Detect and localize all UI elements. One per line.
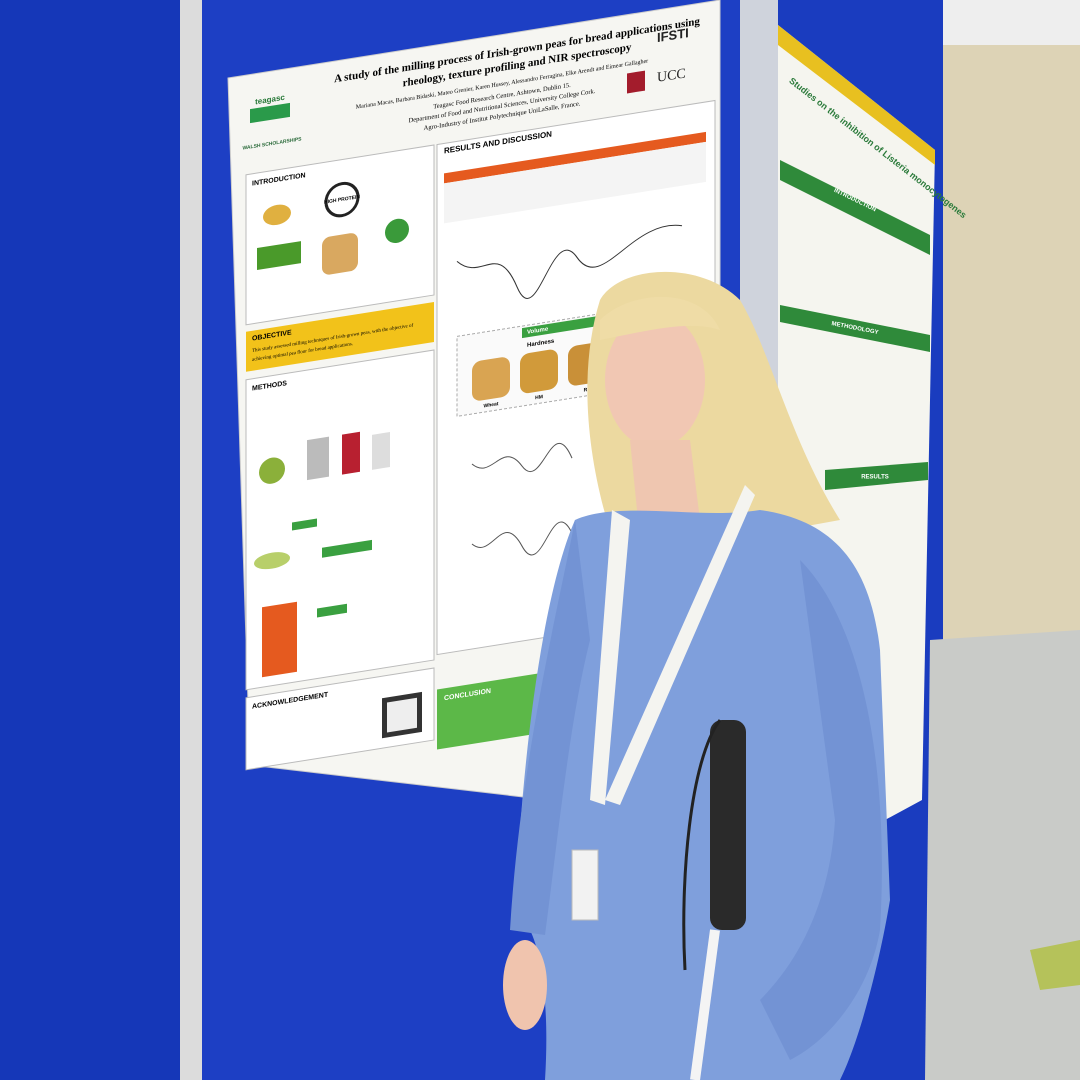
sleeve xyxy=(510,520,590,935)
icon xyxy=(372,431,390,470)
conclusion-box xyxy=(437,670,557,750)
lanyard xyxy=(605,485,755,805)
section-band xyxy=(780,160,930,255)
ceiling xyxy=(943,0,1080,45)
icon xyxy=(322,233,358,275)
section-band xyxy=(825,462,928,490)
table xyxy=(444,141,706,224)
section-band xyxy=(780,305,930,352)
label-box xyxy=(292,518,317,531)
logo: UCC xyxy=(657,65,686,85)
hair xyxy=(600,296,720,340)
curve xyxy=(456,224,683,299)
section-box xyxy=(245,667,435,771)
icon xyxy=(259,457,285,484)
hand xyxy=(503,940,547,1030)
bread-label: Wheat xyxy=(484,401,499,409)
poster-stripe xyxy=(778,25,935,165)
bread-label: HM xyxy=(535,394,543,401)
icon xyxy=(254,552,290,570)
table-header xyxy=(444,131,706,184)
chart-box xyxy=(262,601,297,678)
bread-label: RL xyxy=(584,387,591,394)
board-frame xyxy=(180,0,202,1080)
section-heading: RESULTS xyxy=(861,475,889,481)
bread xyxy=(472,357,510,401)
logo: IFSTI xyxy=(657,25,689,45)
curve xyxy=(471,521,573,556)
curve xyxy=(471,442,573,473)
label-box xyxy=(322,539,372,558)
floor xyxy=(925,630,1080,1080)
logo-crest xyxy=(627,70,645,94)
figure-label: Volume xyxy=(527,326,549,335)
floor-tile xyxy=(1030,940,1080,990)
logo-mark xyxy=(250,102,290,124)
icon xyxy=(257,241,301,271)
icon xyxy=(307,436,329,481)
icon-text: HIGH PROTEIN xyxy=(324,194,360,206)
label-box xyxy=(317,603,347,618)
icon xyxy=(385,218,409,244)
icon xyxy=(342,431,360,475)
icon xyxy=(263,204,291,226)
cane-grip xyxy=(710,720,746,930)
lanyard xyxy=(590,510,630,805)
icon xyxy=(324,181,360,218)
badge xyxy=(571,849,599,921)
sleeve xyxy=(760,560,882,1060)
figure-label: Hardness xyxy=(527,338,555,348)
cane xyxy=(690,929,720,1080)
face xyxy=(605,312,705,448)
bread xyxy=(520,349,558,394)
objective-box xyxy=(246,302,434,372)
cane-strap xyxy=(682,719,722,971)
qr-code xyxy=(387,697,417,733)
